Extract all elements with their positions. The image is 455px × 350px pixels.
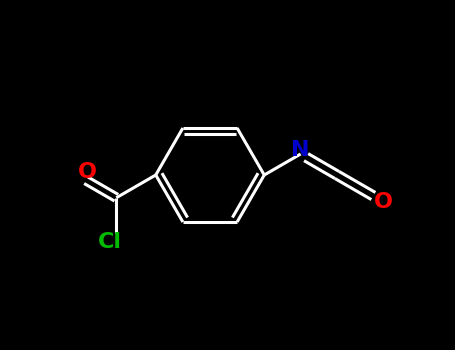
Text: Cl: Cl: [98, 231, 122, 252]
Text: N: N: [291, 140, 310, 160]
Text: O: O: [374, 192, 394, 212]
Text: O: O: [78, 161, 97, 182]
